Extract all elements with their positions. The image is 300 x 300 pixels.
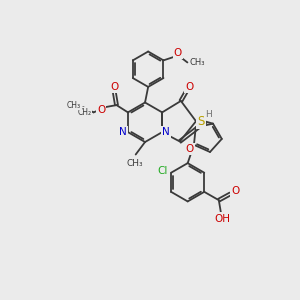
Text: O: O — [110, 82, 118, 92]
Text: CH₃: CH₃ — [67, 101, 81, 110]
Text: Cl: Cl — [157, 166, 167, 176]
Text: CH₃: CH₃ — [189, 58, 205, 67]
Text: CH₃: CH₃ — [126, 160, 143, 169]
Text: O: O — [186, 144, 194, 154]
Text: N: N — [119, 127, 127, 137]
Text: N: N — [162, 127, 170, 137]
Text: OH: OH — [214, 214, 230, 224]
Text: CH₂: CH₂ — [77, 108, 92, 117]
Text: H: H — [205, 110, 212, 119]
Text: O: O — [174, 48, 182, 58]
Text: O: O — [97, 105, 105, 115]
Text: S: S — [197, 115, 205, 128]
Text: O: O — [231, 186, 239, 196]
Text: O: O — [185, 82, 193, 92]
